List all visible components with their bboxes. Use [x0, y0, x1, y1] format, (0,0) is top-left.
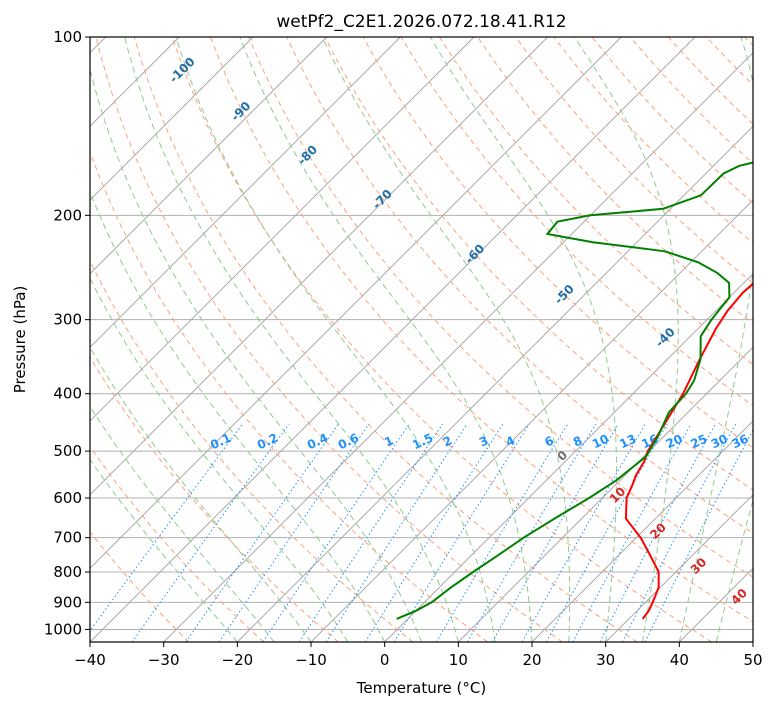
x-tick-label: −10	[295, 651, 327, 669]
plot-frame	[89, 36, 754, 643]
dry-adiabat-line	[171, 37, 712, 642]
moist-adiabat-line	[321, 37, 571, 642]
x-tick-label: 10	[449, 651, 468, 669]
mixing-ratio-label: 25	[688, 432, 709, 452]
isotherm-line	[90, 37, 549, 496]
y-tick-label: 200	[53, 206, 82, 224]
mixing-ratio-line	[644, 428, 753, 642]
x-tick-label: 40	[670, 651, 689, 669]
x-axis-label: Temperature (°C)	[356, 679, 486, 697]
moist-adiabat-line	[90, 346, 312, 642]
isotherm-line	[90, 37, 254, 201]
x-tick-label: 30	[596, 651, 615, 669]
dry-adiabat-line	[90, 150, 488, 642]
dry-adiabat-line	[90, 445, 264, 642]
isotherm-line	[90, 37, 622, 569]
mixing-ratio-line	[131, 423, 290, 642]
mixing-ratio-line	[185, 423, 340, 642]
x-tick-label: 50	[743, 651, 762, 669]
y-tick-label: 500	[53, 442, 82, 460]
mixing-ratio-label: 36	[730, 432, 751, 452]
moist-adiabat-line	[715, 498, 753, 642]
moist-adiabat-line	[90, 405, 275, 642]
chart-title: wetPf2_C2E1.2026.072.18.41.R12	[276, 12, 566, 32]
mixing-ratio-line	[393, 423, 530, 642]
dry-adiabat-line	[90, 356, 339, 642]
mixing-ratio-line	[467, 423, 597, 642]
dry-adiabat-line	[400, 37, 753, 407]
mixing-ratio-line	[572, 423, 692, 642]
moist-adiabat-line	[124, 37, 459, 642]
mixing-ratio-line	[364, 423, 504, 642]
mixing-ratio-label: 13	[617, 432, 638, 452]
dry-adiabat-line	[248, 37, 753, 578]
y-tick-label: 600	[53, 489, 82, 507]
isotherm-line	[384, 273, 753, 642]
x-tick-label: −40	[74, 651, 106, 669]
dry-adiabat-line	[438, 37, 753, 366]
moist-adiabat-line	[175, 37, 496, 642]
mixing-ratio-line	[262, 423, 410, 642]
mixing-ratio-line	[521, 423, 646, 642]
mixing-ratio-label: 20	[664, 432, 685, 452]
isotherm-line	[236, 125, 753, 642]
y-tick-label: 900	[53, 593, 82, 611]
isotherm-line	[163, 52, 753, 642]
moist-adiabat-line	[678, 37, 753, 642]
x-tick-label: −20	[222, 651, 254, 669]
mixing-ratio-line	[599, 423, 716, 642]
y-tick-label: 1000	[44, 620, 82, 638]
isotherm-line	[90, 37, 328, 275]
mixing-ratio-line	[435, 423, 569, 642]
y-tick-label: 700	[53, 529, 82, 547]
mixing-ratio-label: 10	[590, 432, 611, 452]
x-tick-label: 0	[380, 651, 390, 669]
isotherm-line	[90, 37, 401, 348]
mixing-ratio-line	[545, 423, 668, 642]
dewpoint-profile-line	[396, 161, 753, 620]
moist-adiabat-line	[429, 37, 617, 642]
moist-adiabat-line	[573, 37, 679, 642]
isotherm-line	[605, 494, 753, 642]
dry-adiabat-line	[286, 37, 753, 534]
x-tick-label: 20	[522, 651, 541, 669]
mixing-ratio-label: 16	[639, 432, 660, 452]
moist-adiabat-line	[90, 190, 386, 642]
plot-area: 0.1 0.2 0.4 0.6 1 1.5 2 3 4 6 8 10 13 16 20 25 30 36-100-…	[90, 37, 753, 642]
y-tick-label: 100	[53, 28, 82, 46]
moist-adiabat-line	[239, 37, 533, 642]
dry-adiabat-line	[90, 531, 190, 642]
dry-adiabat-line	[95, 37, 563, 642]
mixing-ratio-label: 30	[709, 432, 730, 452]
dry-adiabat-line	[133, 37, 638, 642]
mixing-ratio-line	[621, 423, 737, 642]
y-tick-label: 400	[53, 385, 82, 403]
isotherm-line	[531, 420, 753, 642]
dry-adiabat-line	[90, 259, 414, 642]
x-tick-label: −30	[148, 651, 180, 669]
isotherm-line	[457, 346, 753, 642]
dry-adiabat-line	[515, 37, 753, 284]
y-tick-label: 800	[53, 563, 82, 581]
y-axis-label: Pressure (hPa)	[11, 286, 29, 394]
dry-adiabat-line	[210, 37, 753, 623]
mixing-ratio-line	[218, 423, 370, 642]
axes: −40 −30 −20 −10 0 10 20 30 40 50 100 200 300 400 500 60…	[44, 28, 763, 669]
isotherm-line	[90, 37, 475, 422]
moist-adiabat-line	[90, 458, 238, 642]
moist-adiabat-line	[90, 67, 422, 642]
moist-adiabat-line	[90, 276, 349, 642]
y-tick-label: 300	[53, 311, 82, 329]
